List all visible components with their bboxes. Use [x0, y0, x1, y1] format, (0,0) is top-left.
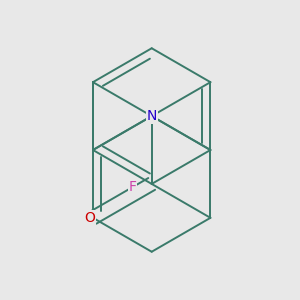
Text: O: O	[146, 109, 157, 123]
Text: F: F	[129, 180, 137, 194]
Text: O: O	[84, 211, 95, 225]
Text: N: N	[146, 109, 157, 123]
